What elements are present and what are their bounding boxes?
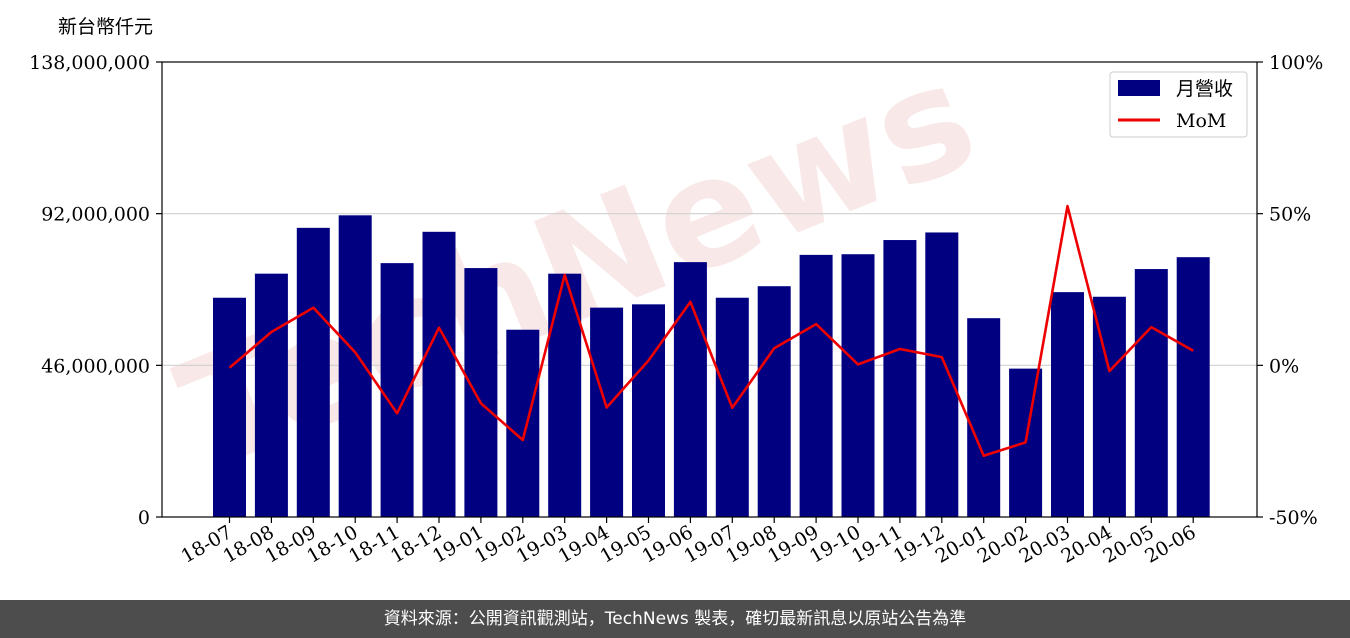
legend-bar-swatch (1118, 80, 1160, 96)
left-tick-label: 0 (138, 507, 150, 529)
bar-19-09 (799, 254, 833, 517)
left-tick-label: 138,000,000 (29, 52, 150, 74)
bar-18-08 (254, 273, 288, 517)
bar-19-05 (632, 304, 665, 517)
bar-20-01 (967, 318, 1001, 517)
bar-19-01 (464, 268, 498, 517)
bar-19-11 (883, 240, 917, 518)
bar-20-04 (1092, 296, 1126, 517)
legend: 月營收 MoM (1109, 71, 1248, 138)
mom-line (228, 204, 1194, 458)
right-tick-label: 0% (1269, 355, 1299, 377)
legend-label-mom: MoM (1176, 110, 1226, 132)
bar-18-09 (296, 227, 330, 517)
x-axis: 18-0718-0818-0918-1018-1118-1219-0119-02… (178, 517, 1200, 568)
right-y-axis: -50% 0% 50% 100% (1257, 52, 1323, 529)
right-tick-label: -50% (1269, 507, 1318, 529)
bar-19-08 (757, 286, 791, 517)
chart: TechNews 新台幣仟元 046,000,00092,000,000138,… (29, 16, 1323, 568)
left-tick-label: 92,000,000 (41, 204, 150, 226)
bar-20-05 (1134, 269, 1168, 517)
bar-18-12 (422, 231, 456, 517)
bar-20-03 (1051, 292, 1084, 517)
bar-19-04 (590, 307, 624, 517)
bar-18-07 (213, 297, 246, 517)
bar-19-12 (925, 232, 959, 517)
bar-19-10 (841, 254, 875, 517)
legend-label-revenue: 月營收 (1176, 78, 1233, 100)
bar-19-06 (673, 262, 707, 517)
right-tick-label: 50% (1269, 204, 1311, 226)
footer-source-note: 資料來源：公開資訊觀測站，TechNews 製表，確切最新訊息以原站公告為準 (0, 600, 1350, 638)
bar-series (213, 215, 1210, 518)
left-y-axis: 0 46,000,000 92,000,000 138,000,000 (29, 52, 162, 529)
y-axis-unit-label: 新台幣仟元 (58, 16, 153, 38)
bar-20-06 (1176, 257, 1210, 517)
bar-18-10 (338, 215, 372, 517)
mom-line-series (228, 204, 1194, 458)
left-tick-label: 46,000,000 (41, 355, 150, 377)
bar-19-02 (506, 329, 540, 517)
right-tick-label: 100% (1269, 52, 1323, 74)
plot-frame (161, 61, 1258, 518)
